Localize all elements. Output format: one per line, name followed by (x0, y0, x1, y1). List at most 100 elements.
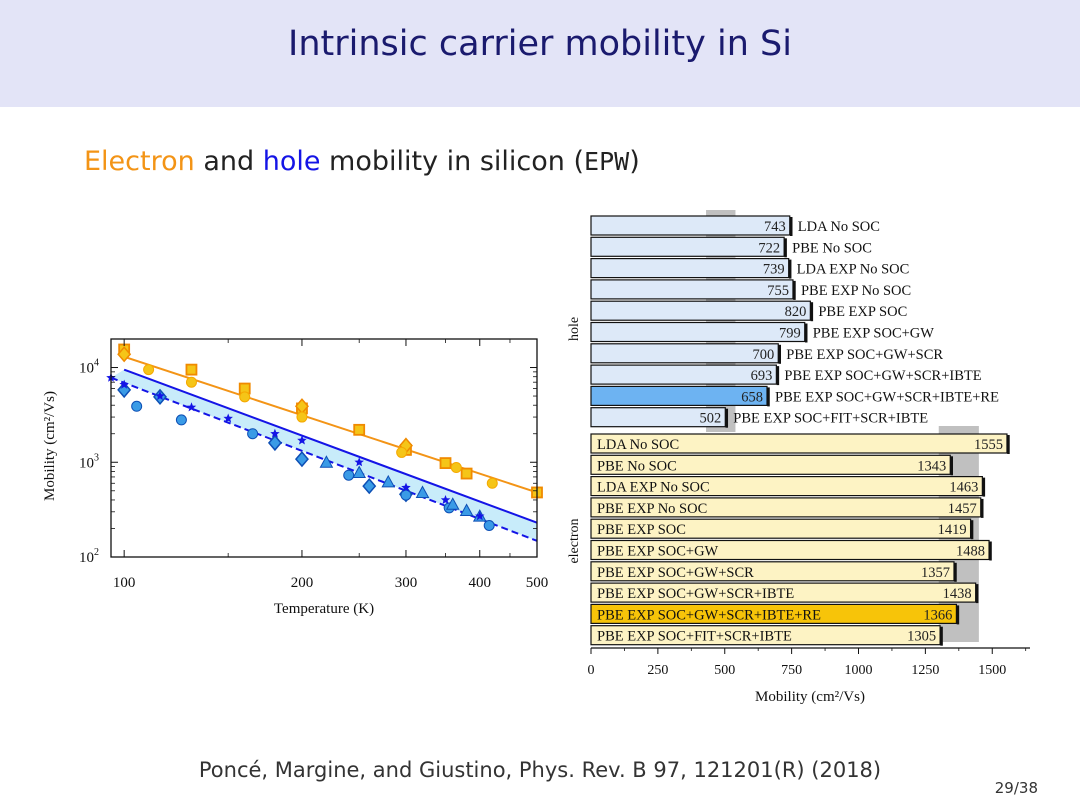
electron-bar-value: 1488 (956, 544, 985, 560)
data-point-diamond (117, 381, 132, 399)
data-point-circle (450, 462, 462, 474)
electron-bar-value: 1463 (949, 480, 978, 496)
x-tick-label: 400 (469, 575, 492, 591)
hole-bar-value: 722 (758, 240, 780, 256)
data-point-square (439, 457, 452, 469)
hole-bar-label: LDA No SOC (798, 219, 880, 235)
data-point-diamond (294, 450, 309, 468)
subtitle-close: ) (629, 146, 640, 177)
electron-group-label: electron (567, 518, 582, 563)
hole-bar-label: PBE No SOC (792, 240, 872, 256)
data-point-star (119, 379, 129, 389)
hole-bar-label: PBE EXP SOC+GW (813, 326, 935, 342)
x-tick-label: 100 (113, 575, 136, 591)
electron-bar (590, 582, 977, 603)
bar-x-axis-label: Mobility (cm²/Vs) (755, 689, 865, 705)
electron-bar-value: 1419 (938, 522, 967, 538)
data-point-circle (343, 469, 355, 481)
hole-bar-label: PBE EXP No SOC (801, 283, 911, 299)
citation: Poncé, Margine, and Giustino, Phys. Rev.… (198, 758, 882, 782)
data-point-square (460, 467, 473, 480)
slide-subtitle: Electron and hole mobility in silicon (E… (84, 146, 640, 177)
data-point-star (401, 482, 411, 492)
data-point-circle (247, 428, 259, 440)
hole-shaded-band (111, 369, 537, 541)
hole-group-label: hole (567, 317, 582, 341)
electron-bar (590, 625, 941, 646)
electron-bar-value: 1366 (923, 607, 952, 623)
electron-bar-label: PBE EXP No SOC (597, 501, 707, 517)
data-point-triangle (381, 474, 396, 488)
hole-bar-label: PBE EXP SOC+GW+SCR+IBTE+RE (775, 389, 999, 405)
data-point-star (155, 391, 165, 401)
y-tick-label: 104 (79, 358, 99, 377)
hole-bar-value: 739 (763, 262, 785, 278)
electron-bar-value: 1305 (907, 629, 936, 645)
electron-bar-value: 1357 (921, 565, 950, 581)
data-point-circle (400, 489, 412, 501)
bar-x-tick-label: 750 (781, 663, 802, 678)
hole-bar (590, 385, 768, 406)
x-tick-label: 200 (291, 575, 314, 591)
electron-bar-label: LDA No SOC (597, 437, 679, 453)
data-point-square (353, 423, 366, 436)
hole-bar-value: 658 (741, 389, 763, 405)
data-point-triangle (459, 503, 474, 516)
page-number: 29/38 (994, 779, 1038, 797)
subtitle-electron: Electron (84, 146, 195, 177)
y-tick-label: 103 (79, 452, 99, 471)
hole-bar-value: 799 (779, 326, 801, 342)
series-line-1 (123, 368, 538, 524)
hole-bar-value: 755 (767, 283, 789, 299)
data-point-star (475, 511, 485, 521)
data-point-triangle (319, 455, 334, 468)
electron-bar (590, 561, 955, 582)
electron-bar-value: 1438 (943, 586, 972, 602)
hole-bar (590, 407, 726, 428)
hole-bar (590, 236, 785, 257)
hole-bar (590, 343, 779, 364)
data-point-circle (185, 376, 197, 388)
electron-bar-label: PBE EXP SOC+GW (597, 544, 719, 560)
data-point-star (270, 428, 280, 438)
bar-x-tick-label: 1500 (978, 663, 1006, 678)
electron-bar (590, 603, 958, 625)
data-point-triangle (352, 465, 367, 478)
y-tick-label: 102 (79, 547, 99, 566)
electron-bar-label: PBE EXP SOC+FIT+SCR+IBTE (597, 629, 792, 645)
electron-bar-label: PBE EXP SOC (597, 522, 686, 538)
data-point-diamond (117, 346, 132, 363)
electron-bar-label: LDA EXP No SOC (597, 480, 710, 496)
electron-bar (590, 497, 982, 518)
hole-bar-label: PBE EXP SOC+GW+SCR+IBTE (784, 368, 981, 384)
data-point-circle (296, 411, 308, 423)
hole-bar-label: LDA EXP No SOC (797, 262, 910, 278)
slide-title: Intrinsic carrier mobility in Si (288, 24, 792, 64)
electron-bar-value: 1555 (974, 437, 1003, 453)
electron-bar-label: PBE No SOC (597, 458, 677, 474)
hole-bar-value: 700 (753, 347, 775, 363)
data-point-circle (396, 446, 408, 458)
electron-bar-value: 1457 (948, 501, 977, 517)
data-point-star (297, 435, 307, 445)
hole-bar (590, 258, 790, 279)
data-point-star (186, 402, 197, 412)
electron-bar-label: PBE EXP SOC+GW+SCR+IBTE (597, 586, 794, 602)
hole-bar-label: PBE EXP SOC (818, 304, 907, 320)
subtitle-hole: hole (262, 146, 321, 177)
electron-bar-label: PBE EXP SOC+GW+SCR+IBTE+RE (597, 607, 821, 623)
hole-bar-value: 820 (785, 304, 807, 320)
electron-bar-value: 1343 (917, 458, 946, 474)
data-point-circle (483, 520, 495, 532)
bar-x-tick-label: 500 (714, 663, 735, 678)
hole-bar-label: PBE EXP SOC+GW+SCR (786, 347, 943, 363)
data-point-circle (131, 400, 143, 412)
data-point-star (440, 495, 451, 504)
scatter-plot-frame (110, 338, 538, 558)
hole-bar-value: 743 (764, 219, 786, 235)
data-point-triangle (415, 485, 430, 498)
hole-bar (590, 364, 777, 385)
data-point-circle (143, 364, 155, 376)
bar-x-tick-label: 250 (647, 663, 668, 678)
hole-bar-value: 693 (751, 368, 773, 384)
